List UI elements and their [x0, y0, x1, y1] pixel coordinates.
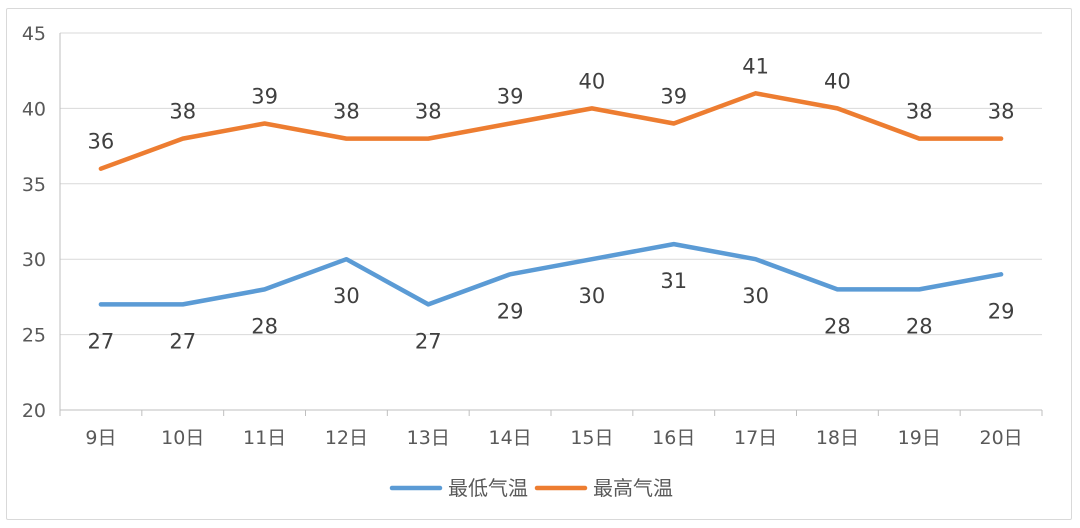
- data-label: 39: [660, 84, 687, 108]
- data-label: 30: [333, 284, 360, 308]
- data-label: 38: [906, 100, 933, 124]
- data-label: 39: [497, 84, 524, 108]
- x-tick-label: 11日: [243, 427, 286, 449]
- data-label: 29: [497, 299, 524, 323]
- legend-label-0: 最低气温: [448, 476, 528, 500]
- y-tick-label: 20: [22, 400, 46, 422]
- data-label: 36: [88, 130, 115, 154]
- x-tick-label: 15日: [570, 427, 613, 449]
- x-tick-label: 16日: [652, 427, 695, 449]
- x-tick-label: 20日: [979, 427, 1022, 449]
- data-label: 38: [415, 100, 442, 124]
- y-tick-label: 25: [22, 325, 46, 347]
- data-label: 29: [988, 299, 1015, 323]
- x-tick-label: 10日: [161, 427, 204, 449]
- data-label: 27: [88, 329, 115, 353]
- data-label: 28: [906, 314, 933, 338]
- x-axis: 9日 10日 11日 12日 13日 14日 15日 16日 17日 18日 19日 20日: [59, 409, 1043, 449]
- x-tick-label: 13日: [407, 427, 450, 449]
- y-tick-label: 45: [22, 23, 46, 45]
- legend-label-1: 最高气温: [593, 476, 673, 500]
- data-label: 39: [251, 84, 278, 108]
- x-tick-label: 12日: [325, 427, 368, 449]
- data-label: 28: [824, 314, 851, 338]
- data-label: 41: [742, 54, 769, 78]
- y-tick-label: 40: [22, 98, 46, 120]
- series-group: [98, 91, 1004, 307]
- data-labels: 27 27 28 30 27 29 30 31 30 28 28 29 36 38 39 38 38 39 40 39…: [88, 54, 1015, 353]
- data-label: 30: [579, 284, 606, 308]
- chart-frame: [6, 8, 1072, 520]
- gridlines: [60, 32, 1042, 336]
- data-label: 30: [742, 284, 769, 308]
- data-label: 38: [988, 100, 1015, 124]
- series-line-1: [98, 91, 1004, 171]
- data-label: 31: [660, 269, 687, 293]
- series-line-0: [98, 241, 1004, 307]
- data-label: 27: [169, 329, 196, 353]
- x-tick-label: 17日: [734, 427, 777, 449]
- x-tick-label: 18日: [816, 427, 859, 449]
- legend: 最低气温 最高气温: [389, 476, 673, 500]
- data-label: 28: [251, 314, 278, 338]
- y-axis: 20 25 30 35 40 45: [22, 23, 61, 422]
- x-tick-label: 9日: [85, 427, 116, 449]
- x-tick-label: 14日: [488, 427, 531, 449]
- x-tick-label: 19日: [898, 427, 941, 449]
- data-label: 40: [579, 69, 606, 93]
- data-label: 40: [824, 69, 851, 93]
- y-tick-label: 35: [22, 174, 46, 196]
- data-label: 38: [169, 100, 196, 124]
- y-tick-label: 30: [22, 249, 46, 271]
- data-label: 38: [333, 100, 360, 124]
- data-label: 27: [415, 329, 442, 353]
